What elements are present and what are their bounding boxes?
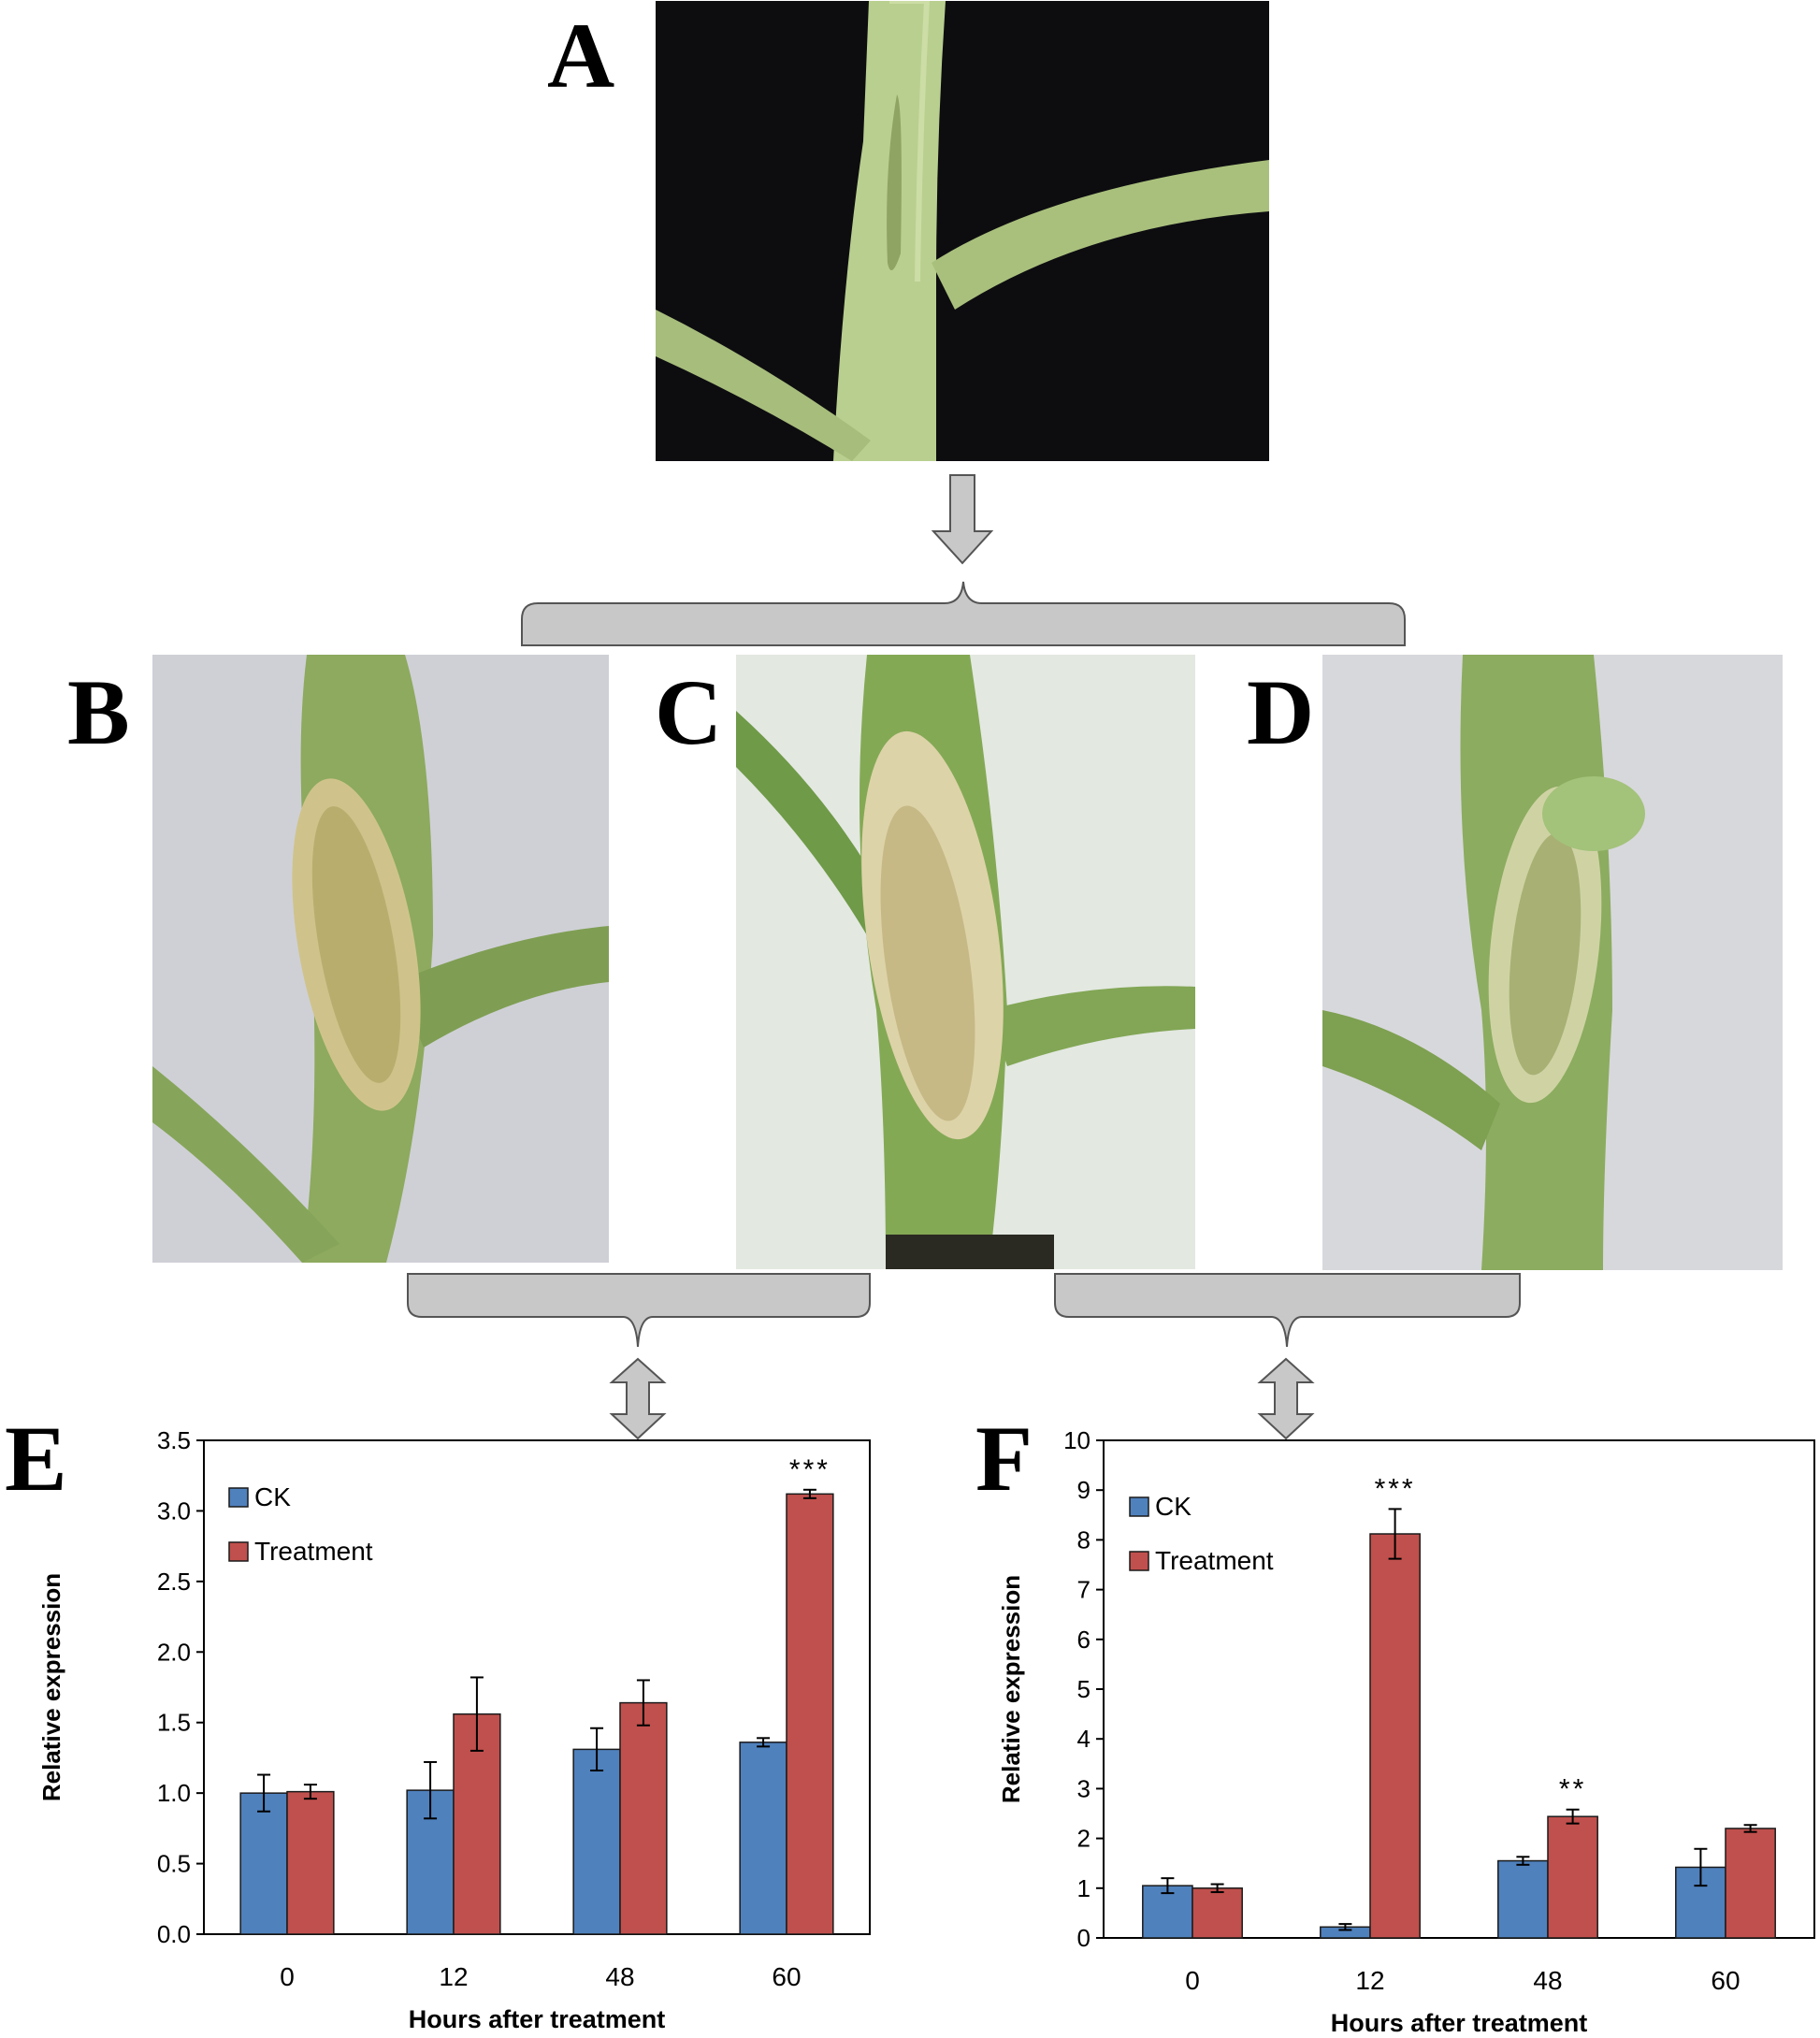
y-tick-label: 3.0 — [157, 1496, 191, 1525]
bar-ck-60 — [739, 1742, 787, 1935]
photo-b-lesion — [152, 655, 609, 1263]
bar-treatment-0 — [1192, 1887, 1243, 1939]
legend-label-ck: CK — [254, 1482, 291, 1511]
legend-label-treatment: Treatment — [1155, 1546, 1274, 1575]
photo-d-lesion — [1322, 655, 1783, 1270]
y-tick-label: 2.5 — [157, 1568, 191, 1596]
bar-treatment-60 — [1725, 1828, 1776, 1939]
bar-treatment-60 — [786, 1493, 834, 1935]
bar-ck-0 — [239, 1792, 288, 1935]
y-tick-label: 10 — [1063, 1431, 1091, 1454]
panel-label-b: B — [67, 660, 130, 764]
y-tick-label: 6 — [1077, 1626, 1091, 1654]
plot-frame — [1103, 1439, 1815, 1939]
legend-label-ck: CK — [1155, 1492, 1192, 1521]
panel-label-a: A — [547, 4, 615, 108]
y-axis-label: Relative expression — [997, 1575, 1025, 1803]
y-tick-label: 5 — [1077, 1675, 1091, 1703]
significance-label: *** — [789, 1454, 831, 1485]
y-tick-label: 0 — [1077, 1924, 1091, 1952]
panel-label-c: C — [655, 660, 723, 764]
y-tick-label: 1.5 — [157, 1709, 191, 1737]
y-tick-label: 8 — [1077, 1525, 1091, 1554]
legend-label-treatment: Treatment — [254, 1537, 373, 1566]
plot-frame — [203, 1439, 871, 1935]
panel-label-f: F — [975, 1407, 1033, 1510]
double-arrow-icon — [1257, 1357, 1315, 1440]
y-tick-label: 0.0 — [157, 1920, 191, 1948]
legend-swatch-ck — [228, 1487, 249, 1508]
photo-a-stem-wound — [656, 1, 1269, 461]
x-axis-label: Hours after treatment — [409, 2005, 666, 2033]
bar-ck-48 — [1497, 1859, 1549, 1939]
x-tick-label: 12 — [439, 1962, 468, 1991]
photo-c-lesion — [736, 655, 1195, 1269]
y-tick-label: 1.0 — [157, 1779, 191, 1807]
bar-ck-48 — [572, 1748, 621, 1935]
y-axis-label: Relative expression — [37, 1573, 65, 1801]
legend-swatch-treatment — [1129, 1551, 1149, 1571]
y-tick-label: 4 — [1077, 1725, 1091, 1753]
panel-label-e: E — [5, 1407, 67, 1510]
bracket-cd — [1054, 1273, 1521, 1348]
y-tick-label: 2.0 — [157, 1638, 191, 1666]
x-tick-label: 0 — [1185, 1966, 1200, 1995]
significance-label: ** — [1559, 1774, 1586, 1805]
x-tick-label: 0 — [280, 1962, 295, 1991]
y-tick-label: 2 — [1077, 1825, 1091, 1853]
x-tick-label: 12 — [1355, 1966, 1384, 1995]
y-tick-label: 7 — [1077, 1576, 1091, 1604]
bar-ck-0 — [1142, 1885, 1193, 1939]
x-tick-label: 60 — [1711, 1966, 1740, 1995]
bracket-bc — [407, 1273, 871, 1348]
legend-swatch-ck — [1129, 1496, 1149, 1517]
bar-treatment-12 — [1369, 1533, 1421, 1939]
chart-e: 0.0 0.5 1.0 1.5 2.0 2.5 3.0 3.5 0 12 48 60 *** CK Trea… — [37, 1431, 871, 2033]
significance-label: *** — [1375, 1473, 1416, 1504]
y-tick-label: 3.5 — [157, 1431, 191, 1454]
legend-swatch-treatment — [228, 1541, 249, 1562]
bracket-top — [521, 581, 1406, 646]
x-tick-label: 48 — [1533, 1966, 1562, 1995]
bar-treatment-48 — [1547, 1815, 1598, 1939]
x-tick-label: 60 — [772, 1962, 801, 1991]
y-tick-label: 3 — [1077, 1774, 1091, 1802]
panel-label-d: D — [1247, 660, 1315, 764]
double-arrow-icon — [609, 1357, 667, 1440]
x-axis-label: Hours after treatment — [1331, 2009, 1588, 2037]
y-tick-label: 1 — [1077, 1874, 1091, 1902]
bar-treatment-0 — [286, 1790, 335, 1935]
y-tick-label: 0.5 — [157, 1850, 191, 1878]
y-tick-label: 9 — [1077, 1476, 1091, 1504]
bar-treatment-48 — [619, 1701, 668, 1935]
x-tick-label: 48 — [605, 1962, 634, 1991]
arrow-down-icon — [931, 474, 994, 565]
